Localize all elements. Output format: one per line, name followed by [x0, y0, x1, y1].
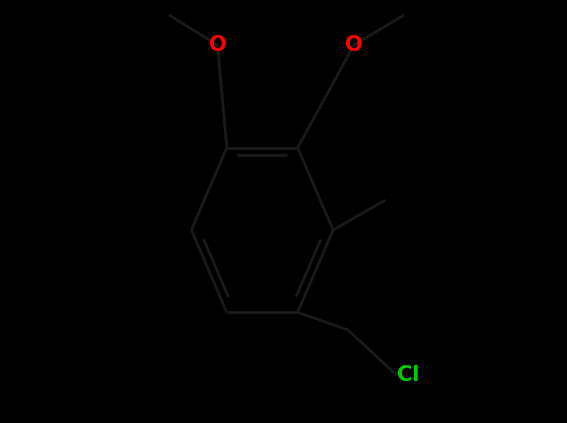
- Text: Cl: Cl: [396, 365, 419, 385]
- Text: O: O: [209, 35, 226, 55]
- Text: O: O: [345, 35, 363, 55]
